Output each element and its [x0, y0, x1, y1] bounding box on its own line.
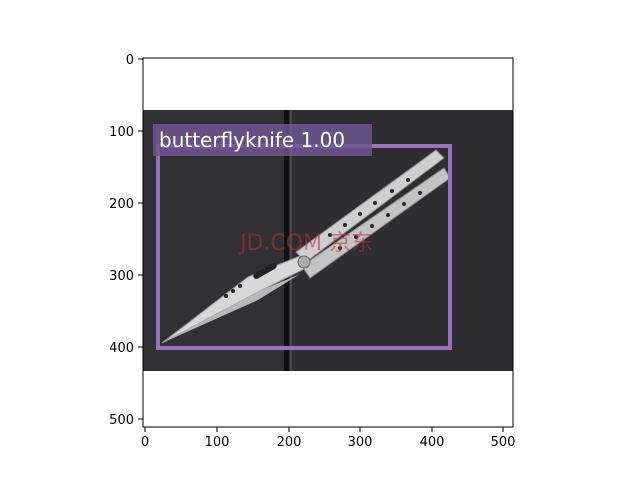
y-axis — [138, 58, 143, 420]
blade-hole — [238, 284, 242, 288]
x-tick-label: 400 — [420, 435, 445, 450]
detection-label: butterflyknife 1.00 — [159, 128, 345, 152]
x-axis — [144, 427, 504, 432]
y-tick-label: 500 — [109, 413, 134, 428]
x-tick-label: 500 — [491, 435, 516, 450]
x-tick-label: 0 — [141, 435, 149, 450]
x-tick-label: 200 — [277, 435, 302, 450]
detection-label-background — [153, 124, 372, 156]
blade-hole — [231, 289, 235, 293]
y-tick-label: 200 — [109, 197, 134, 212]
axes-frame — [142, 57, 514, 428]
blade-slot — [253, 263, 277, 279]
y-tick-label: 300 — [109, 269, 134, 284]
photo-watermark: JD.COM 京东 — [238, 231, 373, 256]
y-tick-label: 100 — [109, 125, 134, 140]
knife-blade-bevel — [162, 274, 300, 343]
blade-hole — [224, 294, 228, 298]
knife-pivot — [297, 255, 311, 269]
x-tick-label: 300 — [348, 435, 373, 450]
photo-dark-edge — [284, 110, 289, 371]
handle-holes — [328, 178, 422, 250]
photo-edge-highlight — [290, 110, 292, 371]
y-tick-label: 0 — [126, 53, 134, 68]
x-tick-label: 100 — [205, 435, 230, 450]
y-tick-label: 400 — [109, 341, 134, 356]
butterfly-knife — [161, 149, 451, 344]
